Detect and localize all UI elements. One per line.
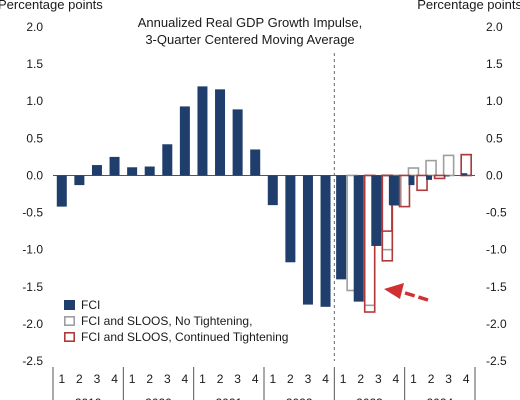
x-tick-label: 2 [287, 372, 294, 386]
year-label: 2020 [145, 396, 172, 400]
bar-fci [371, 175, 382, 246]
bar-no-tightening [460, 153, 473, 177]
bar-fci [336, 175, 347, 280]
y-tick-label-left: 0.5 [26, 131, 43, 145]
bar-continued-tightening [433, 174, 446, 180]
bar-fci [461, 173, 468, 176]
bar-no-tightening [442, 154, 455, 177]
x-tick-label: 3 [234, 372, 241, 386]
chart-subtitle: 3-Quarter Centered Moving Average [145, 32, 354, 47]
x-tick-label: 3 [445, 372, 452, 386]
y-tick-label-left: -1.0 [22, 243, 43, 257]
bar-fci [302, 175, 313, 305]
bar-fci [74, 175, 85, 186]
x-tick-label: 4 [182, 372, 189, 386]
bar-continued-tightening [460, 153, 473, 177]
x-tick-label: 3 [164, 372, 171, 386]
x-tick-label: 4 [111, 372, 118, 386]
x-tick-label: 4 [322, 372, 329, 386]
legend: FCI FCI and SLOOS, No Tightening, FCI and … [64, 298, 288, 344]
legend-label: FCI [81, 298, 100, 312]
y-tick-label-right: 1.5 [486, 57, 503, 71]
bar-fci [109, 156, 120, 176]
y-tick-label-right: -2.0 [486, 317, 507, 331]
x-tick-label: 2 [146, 372, 153, 386]
bar-fci [56, 175, 67, 207]
bar-fci [197, 86, 208, 176]
x-tick-label: 4 [463, 372, 470, 386]
bar-fci [320, 175, 331, 307]
x-tick-label: 3 [94, 372, 101, 386]
bar-no-tightening [425, 159, 437, 177]
annotation-arrow-shaft [401, 290, 429, 302]
y-tick-label-left: -0.5 [22, 206, 43, 220]
y-tick-label-right: 0.5 [486, 131, 503, 145]
x-tick-label: 1 [340, 372, 347, 386]
x-tick-label: 2 [357, 372, 364, 386]
bar-fci [267, 175, 278, 206]
y-axis-label-left: Percentage points [0, 0, 103, 12]
y-tick-label-left: -1.5 [22, 280, 43, 294]
y-tick-label-right: -1.5 [486, 280, 507, 294]
bar-continued-tightening [398, 174, 411, 208]
y-tick-label-right: -0.5 [486, 206, 507, 220]
bar-fci [91, 165, 102, 176]
bar-fci [388, 175, 399, 206]
year-label: 2023 [356, 396, 383, 400]
legend-swatch-continued-tightening [64, 331, 76, 342]
bar-fci [215, 89, 226, 176]
bar-fci [285, 175, 296, 263]
x-tick-label: 2 [76, 372, 83, 386]
bar-no-tightening [407, 167, 420, 177]
y-tick-label-left: 1.0 [26, 94, 43, 108]
bar-fci [179, 106, 190, 176]
x-tick-label: 2 [428, 372, 435, 386]
annotation-arrow-head [384, 283, 404, 299]
y-tick-label-right: -2.5 [486, 354, 507, 368]
bar-continued-tightening [416, 174, 428, 192]
y-tick-label-left: 1.5 [26, 57, 43, 71]
y-tick-label-right: 2.0 [486, 20, 503, 34]
bar-fci [250, 149, 261, 176]
y-tick-label-right: -1.0 [486, 243, 507, 257]
bar-fci [144, 166, 155, 176]
bar-fci [408, 175, 415, 186]
legend-swatch-no-tightening [64, 315, 76, 326]
y-tick-label-left: -2.5 [22, 354, 43, 368]
x-tick-label: 1 [129, 372, 136, 386]
chart-title: Annualized Real GDP Growth Impulse, [138, 15, 362, 30]
x-tick-label: 2 [217, 372, 224, 386]
x-tick-label: 1 [410, 372, 417, 386]
legend-swatch-fci [64, 300, 75, 310]
y-axis-label-right: Percentage points [417, 0, 520, 12]
bar-fci [162, 144, 173, 176]
legend-label: FCI and SLOOS, Continued Tightening [81, 330, 288, 344]
y-tick-label-left: 0.0 [26, 168, 43, 182]
x-tick-label: 3 [375, 372, 382, 386]
x-tick-label: 3 [305, 372, 312, 386]
bar-fci [443, 175, 450, 177]
x-tick-label: 4 [252, 372, 259, 386]
x-tick-label: 4 [393, 372, 400, 386]
y-tick-label-left: 2.0 [26, 20, 43, 34]
y-tick-label-right: 0.0 [486, 168, 503, 182]
x-tick-label: 1 [58, 372, 65, 386]
year-label: 2022 [286, 396, 313, 400]
year-label: 2021 [215, 396, 242, 400]
year-label: 2019 [75, 396, 102, 400]
x-tick-label: 1 [199, 372, 206, 386]
y-tick-label-right: 1.0 [486, 94, 503, 108]
bar-fci [353, 175, 364, 302]
year-label: 2024 [426, 396, 453, 400]
legend-label: FCI and SLOOS, No Tightening, [81, 314, 252, 328]
bar-fci [426, 175, 433, 180]
bar-fci [127, 167, 138, 176]
y-tick-label-left: -2.0 [22, 317, 43, 331]
x-tick-label: 1 [269, 372, 276, 386]
bar-fci [232, 109, 243, 176]
